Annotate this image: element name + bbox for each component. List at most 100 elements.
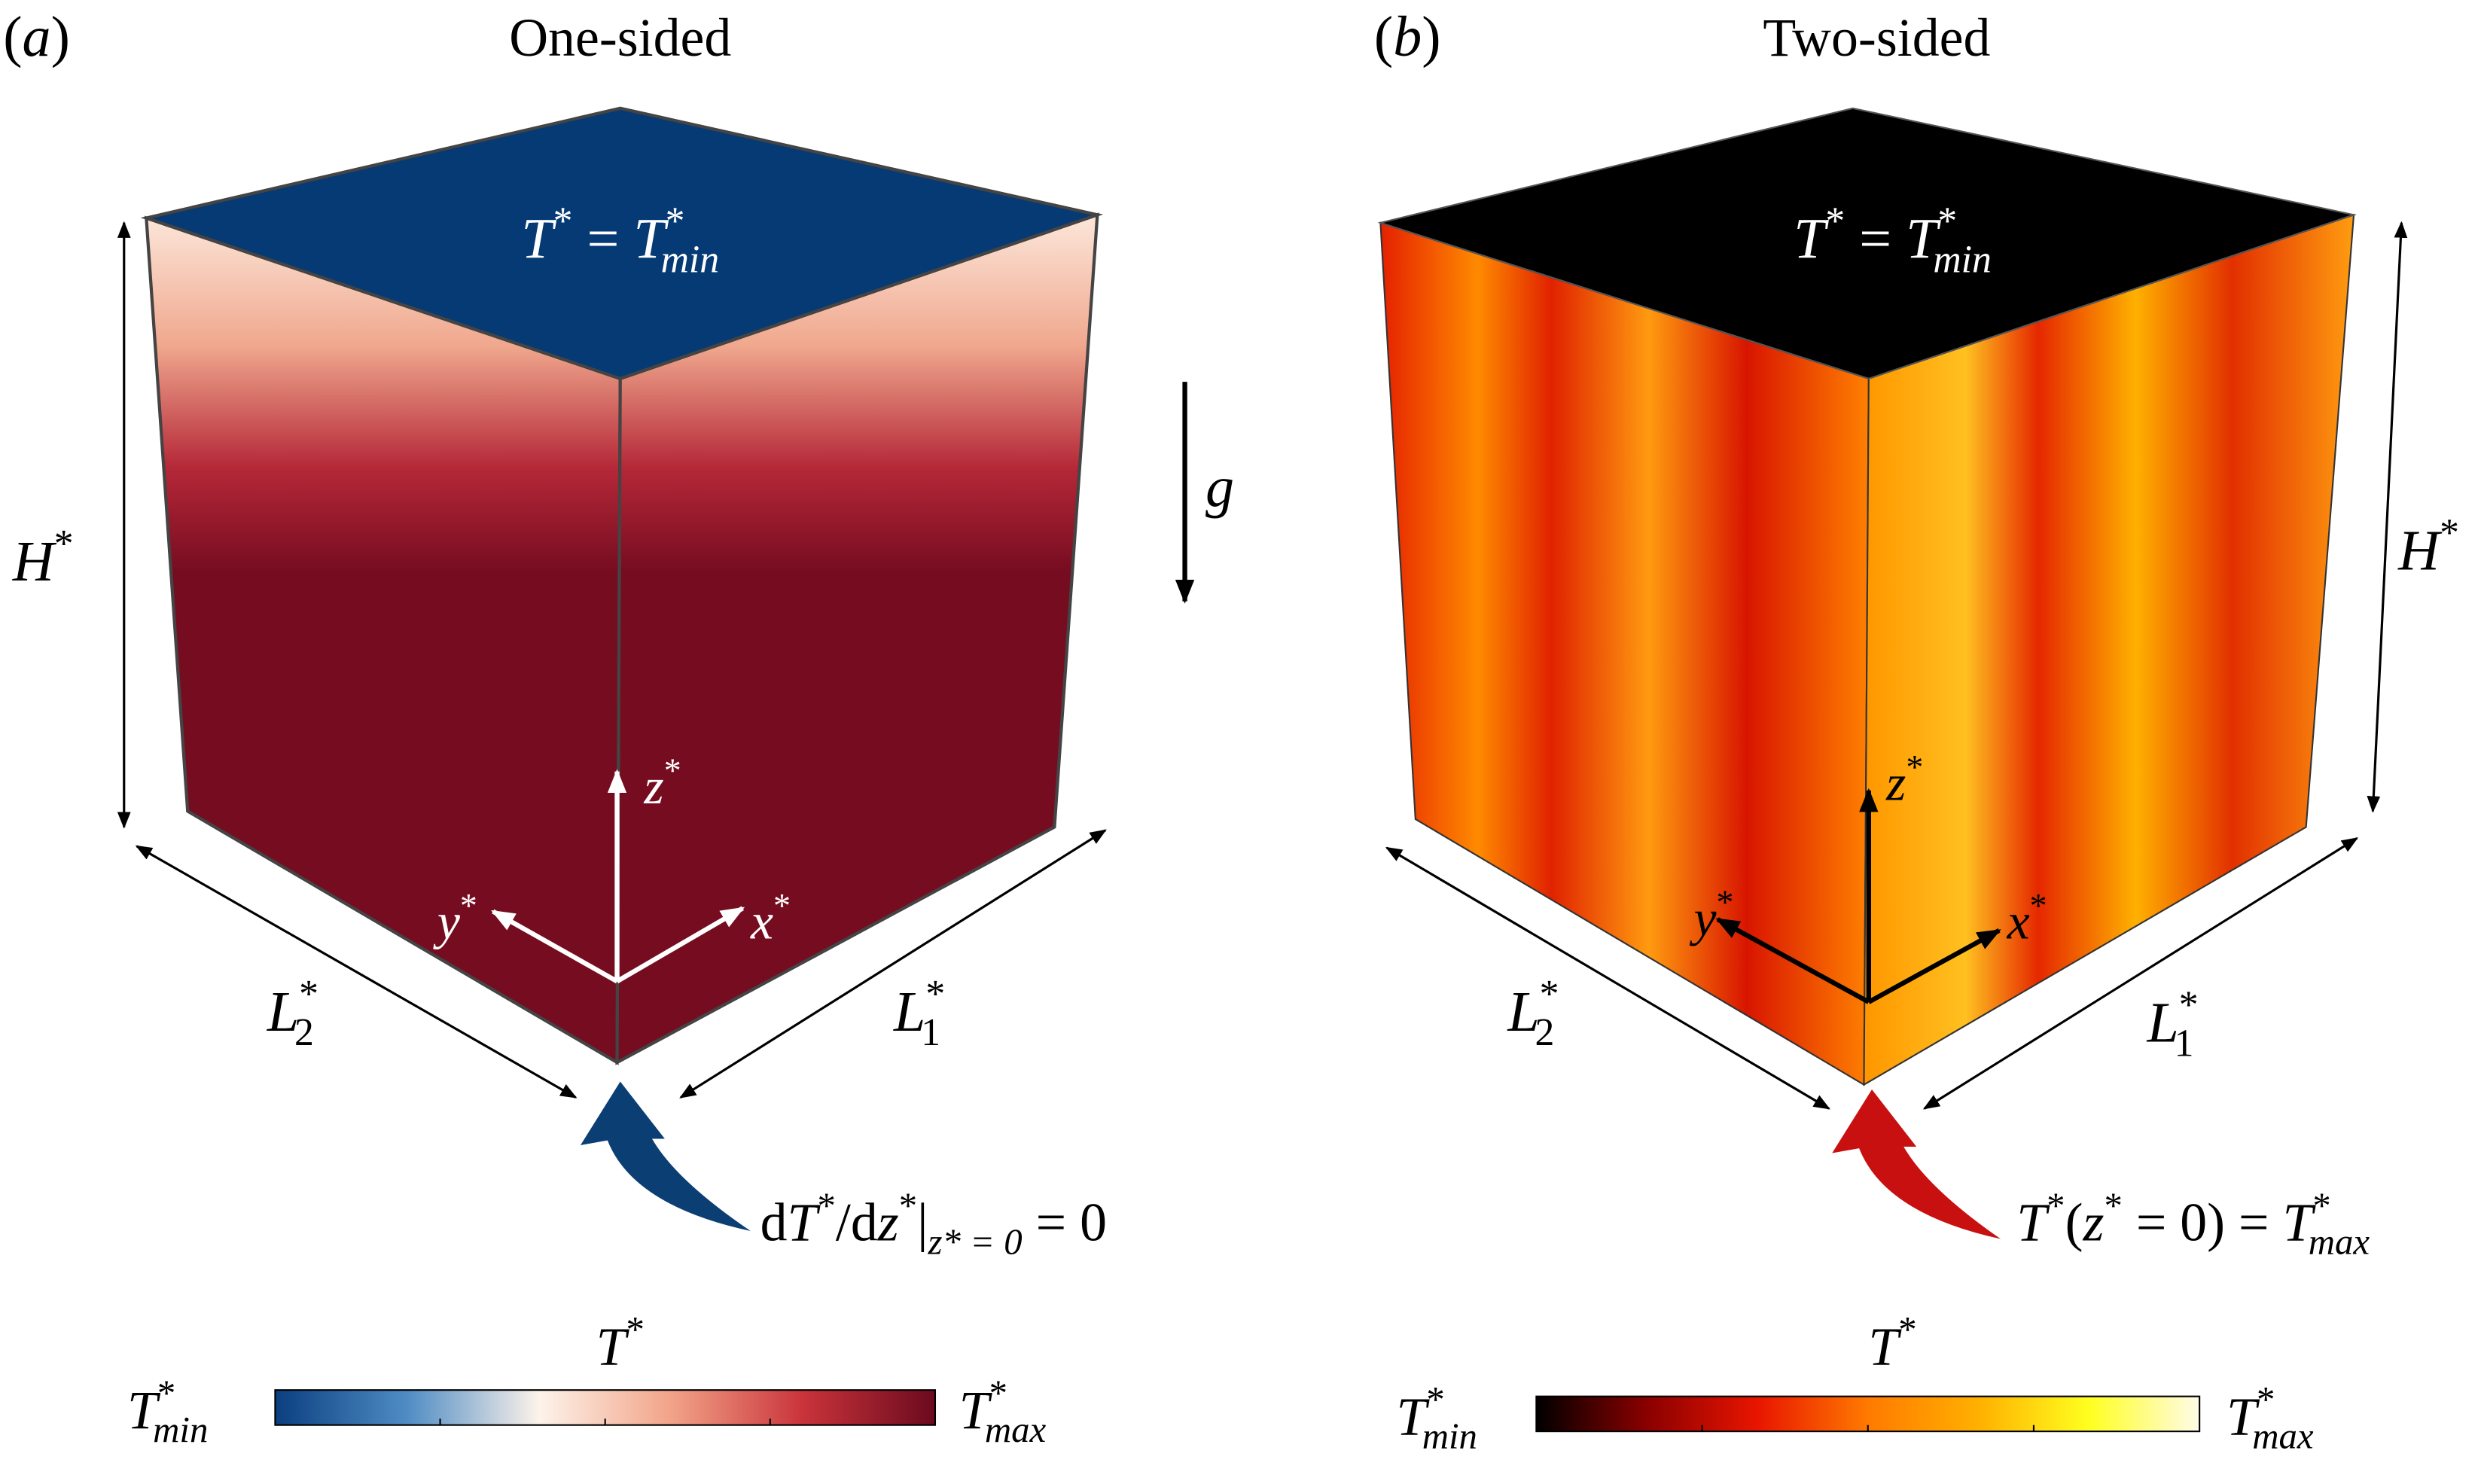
label-part: *	[460, 886, 477, 925]
label-part: )	[1422, 5, 1440, 69]
colorbar-max-label: T* max	[2226, 1379, 2314, 1456]
label-part: b	[1393, 5, 1422, 69]
label-part: *	[899, 1185, 917, 1227]
label-part: *	[1898, 1309, 1916, 1350]
length2-label: L* 2	[1507, 973, 1559, 1054]
label-part: min	[661, 238, 720, 281]
label-part: y	[1689, 890, 1717, 946]
label-part: T	[2226, 1386, 2260, 1446]
label-part: *	[1937, 200, 1957, 242]
bottom-boundary-label: dT*/dz*|z* = 0 = 0	[760, 1185, 1107, 1263]
label-part: *	[773, 886, 791, 925]
bottom-boundary-label: T*(z* = 0) = T* max	[2016, 1185, 2370, 1263]
label-part: T	[1396, 1386, 1430, 1446]
label-part: T	[788, 1193, 821, 1253]
label-part: a	[23, 5, 51, 69]
label-part: *	[2030, 886, 2047, 925]
panel-title: Two-sided	[1763, 8, 1990, 68]
label-part: z	[643, 758, 663, 815]
label-part: d	[760, 1193, 788, 1253]
label-part: *	[2179, 984, 2199, 1027]
label-part: =	[1845, 207, 1906, 270]
y-axis-label: y*	[1689, 883, 1733, 946]
label-part: min	[1422, 1415, 1477, 1456]
label-part: g	[1205, 456, 1234, 519]
label-part: *	[989, 1373, 1007, 1414]
label-part: min	[153, 1409, 208, 1450]
label-part: *	[54, 523, 74, 565]
label-part: 2	[1535, 1011, 1555, 1054]
label-part: *	[299, 973, 319, 1016]
label-part: *	[666, 200, 685, 242]
label-part: (	[2065, 1193, 2083, 1253]
panel-title: One-sided	[509, 8, 731, 68]
label-part: *	[553, 200, 573, 242]
label-part: y	[433, 893, 461, 949]
colorbar-min-label: T* min	[127, 1373, 208, 1450]
label-part: z* = 0	[927, 1221, 1022, 1263]
label-part: L	[1507, 980, 1539, 1044]
panel-tag: (b)	[1374, 5, 1441, 69]
label-part: *	[1426, 1379, 1444, 1420]
label-part: max	[985, 1409, 1047, 1450]
label-part: )	[51, 5, 70, 69]
top-boundary-label: T* = T* min	[1794, 200, 1992, 281]
label-part: T	[521, 207, 556, 270]
cube-b	[1377, 107, 2408, 1239]
label-part: T	[1794, 207, 1829, 270]
colorbar-title: T*	[1868, 1309, 1916, 1376]
length1-label: L* 1	[893, 973, 945, 1054]
label-part: L	[267, 980, 299, 1044]
top-boundary-label: T* = T* min	[521, 200, 719, 281]
label-part: 1	[2175, 1022, 2194, 1065]
label-part: *	[1825, 200, 1845, 242]
label-part: *	[1716, 883, 1733, 922]
label-part: = 0) =	[2123, 1193, 2283, 1253]
label-part: *	[157, 1373, 175, 1414]
z-axis-label: z*	[1885, 748, 1923, 811]
label-part: *	[2312, 1185, 2330, 1227]
label-part: T	[1906, 207, 1941, 270]
label-part: T	[633, 207, 669, 270]
colorbar-min-label: T* min	[1396, 1379, 1477, 1456]
label-part: *	[2440, 511, 2459, 554]
length1-label: L* 1	[2146, 984, 2198, 1065]
label-part: L	[893, 980, 925, 1044]
label-part: *	[925, 973, 945, 1016]
label-part: T	[2016, 1193, 2050, 1253]
label-part: z	[2083, 1193, 2105, 1253]
label-part: 1	[921, 1011, 940, 1054]
label-part: max	[2309, 1221, 2370, 1263]
label-part: T	[127, 1380, 161, 1440]
label-part: T	[959, 1380, 993, 1440]
label-part: *	[1906, 748, 1923, 786]
label-part: 2	[294, 1011, 314, 1054]
label-part: T	[1868, 1316, 1902, 1376]
label-part: x	[2007, 893, 2030, 949]
x-axis-label: x*	[2007, 886, 2047, 949]
label-part: min	[1933, 238, 1992, 281]
label-part: T	[2282, 1193, 2316, 1253]
label-part: x	[750, 893, 773, 949]
label-part: *	[626, 1309, 645, 1350]
x-axis-label: x*	[750, 886, 791, 949]
label-part: *	[664, 751, 681, 789]
label-part: (	[3, 5, 22, 69]
label-part: =	[573, 207, 634, 270]
label-part: z	[1885, 755, 1906, 812]
z-axis-label: z*	[643, 751, 681, 814]
colorbar-max-label: T* max	[959, 1373, 1047, 1450]
panel-tag: (a)	[3, 5, 70, 69]
label-part: /d	[836, 1193, 878, 1253]
label-part: *	[2257, 1379, 2275, 1420]
label-part: = 0	[1023, 1193, 1107, 1253]
label-part: max	[2252, 1415, 2314, 1456]
label-part: T	[596, 1316, 630, 1376]
length2-label: L* 2	[267, 973, 319, 1054]
gravity-label: g	[1205, 456, 1234, 519]
cube-a	[117, 106, 1195, 1231]
label-part: *	[817, 1185, 835, 1227]
label-part: *	[2047, 1185, 2065, 1227]
